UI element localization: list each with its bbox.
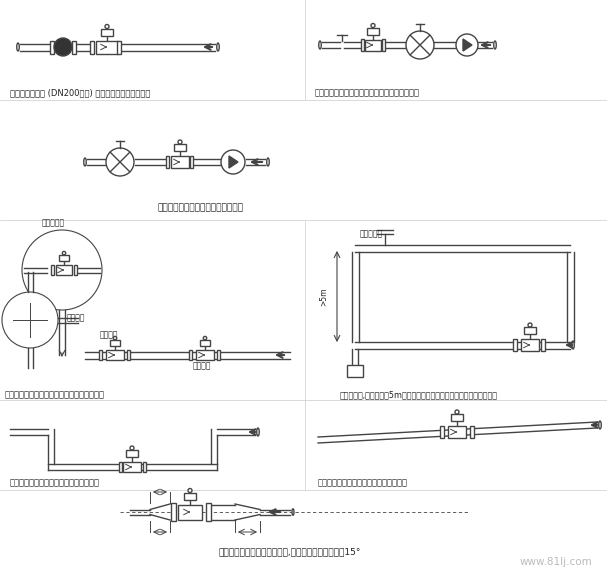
- Text: 长管线上控制阀和切断阀要安装在流量计的下游: 长管线上控制阀和切断阀要安装在流量计的下游: [315, 88, 420, 97]
- Circle shape: [54, 38, 72, 56]
- Bar: [521, 339, 539, 351]
- Bar: [361, 39, 364, 51]
- Ellipse shape: [84, 158, 86, 166]
- Bar: [90, 41, 94, 54]
- Ellipse shape: [257, 428, 259, 436]
- Circle shape: [528, 323, 532, 327]
- Circle shape: [63, 252, 66, 255]
- Bar: [189, 350, 191, 360]
- Text: 自动排气孔: 自动排气孔: [360, 229, 383, 238]
- Ellipse shape: [266, 158, 270, 166]
- Text: 为遣免夹附气体引起测量误差，流量计的安装: 为遣免夹附气体引起测量误差，流量计的安装: [5, 390, 105, 399]
- Bar: [50, 41, 54, 54]
- Ellipse shape: [17, 43, 19, 51]
- Bar: [174, 144, 186, 151]
- Bar: [217, 350, 220, 360]
- Ellipse shape: [319, 41, 321, 49]
- Bar: [200, 340, 210, 345]
- Ellipse shape: [292, 509, 294, 515]
- Text: 为防止真空，流量计应装在泵的后面: 为防止真空，流量计应装在泵的后面: [157, 203, 243, 212]
- Bar: [451, 414, 463, 421]
- Bar: [513, 339, 517, 351]
- Bar: [106, 350, 124, 360]
- Bar: [448, 426, 466, 438]
- Bar: [98, 350, 101, 360]
- Circle shape: [456, 34, 478, 56]
- Circle shape: [203, 336, 207, 340]
- Text: 管道最高点: 管道最高点: [42, 218, 65, 227]
- Bar: [440, 426, 444, 438]
- Circle shape: [114, 336, 117, 340]
- Bar: [118, 462, 121, 472]
- Circle shape: [188, 488, 192, 492]
- Bar: [171, 156, 189, 168]
- Circle shape: [178, 140, 182, 144]
- Ellipse shape: [599, 421, 602, 429]
- Bar: [524, 327, 536, 334]
- Bar: [50, 265, 53, 275]
- Circle shape: [105, 25, 109, 29]
- Polygon shape: [229, 156, 238, 168]
- Text: 水平管道流量计安装在稍稍向上的管道区: 水平管道流量计安装在稍稍向上的管道区: [318, 478, 408, 487]
- Text: 在大口径流量计 (DN200以上) 安装管线上要加弹性管件: 在大口径流量计 (DN200以上) 安装管线上要加弹性管件: [10, 88, 151, 97]
- Circle shape: [371, 23, 375, 27]
- Bar: [96, 41, 118, 54]
- Bar: [72, 41, 76, 54]
- Bar: [347, 365, 363, 377]
- Circle shape: [2, 292, 58, 348]
- Circle shape: [22, 230, 102, 310]
- Circle shape: [455, 410, 459, 414]
- Bar: [117, 41, 121, 54]
- Circle shape: [106, 148, 134, 176]
- Bar: [143, 462, 146, 472]
- Bar: [206, 503, 211, 521]
- Text: 向下管道: 向下管道: [67, 313, 86, 322]
- Text: www.81lj.com: www.81lj.com: [520, 557, 593, 567]
- Bar: [59, 255, 69, 261]
- Polygon shape: [463, 39, 472, 51]
- Text: >5m: >5m: [319, 287, 328, 306]
- Bar: [110, 340, 120, 345]
- Bar: [73, 265, 76, 275]
- Text: 龁口灌入或排放流量计安装在管道低段区: 龁口灌入或排放流量计安装在管道低段区: [10, 478, 100, 487]
- Text: 为防止真空,落差管超过5m长时要在流量计下流最高位置上装自动排气阀: 为防止真空,落差管超过5m长时要在流量计下流最高位置上装自动排气阀: [340, 390, 498, 399]
- Ellipse shape: [217, 43, 219, 51]
- Text: 合理位置: 合理位置: [193, 361, 211, 370]
- Circle shape: [406, 31, 434, 59]
- Ellipse shape: [493, 41, 497, 49]
- Bar: [367, 27, 379, 34]
- Bar: [101, 29, 113, 35]
- Bar: [365, 39, 381, 50]
- Bar: [166, 156, 169, 168]
- Text: 最佳位置: 最佳位置: [100, 330, 118, 339]
- Ellipse shape: [572, 341, 574, 349]
- Bar: [178, 505, 202, 519]
- Bar: [184, 492, 196, 499]
- Bar: [541, 339, 545, 351]
- Bar: [126, 450, 138, 457]
- Circle shape: [221, 150, 245, 174]
- Bar: [196, 350, 214, 360]
- Bar: [171, 503, 175, 521]
- Bar: [56, 265, 72, 275]
- Text: 流量计上下游管道为异径管时,异径管中心锥角应小于15°: 流量计上下游管道为异径管时,异径管中心锥角应小于15°: [219, 547, 361, 556]
- Circle shape: [130, 446, 134, 450]
- Bar: [470, 426, 474, 438]
- Bar: [382, 39, 384, 51]
- Bar: [126, 350, 129, 360]
- Bar: [189, 156, 192, 168]
- Bar: [123, 462, 141, 472]
